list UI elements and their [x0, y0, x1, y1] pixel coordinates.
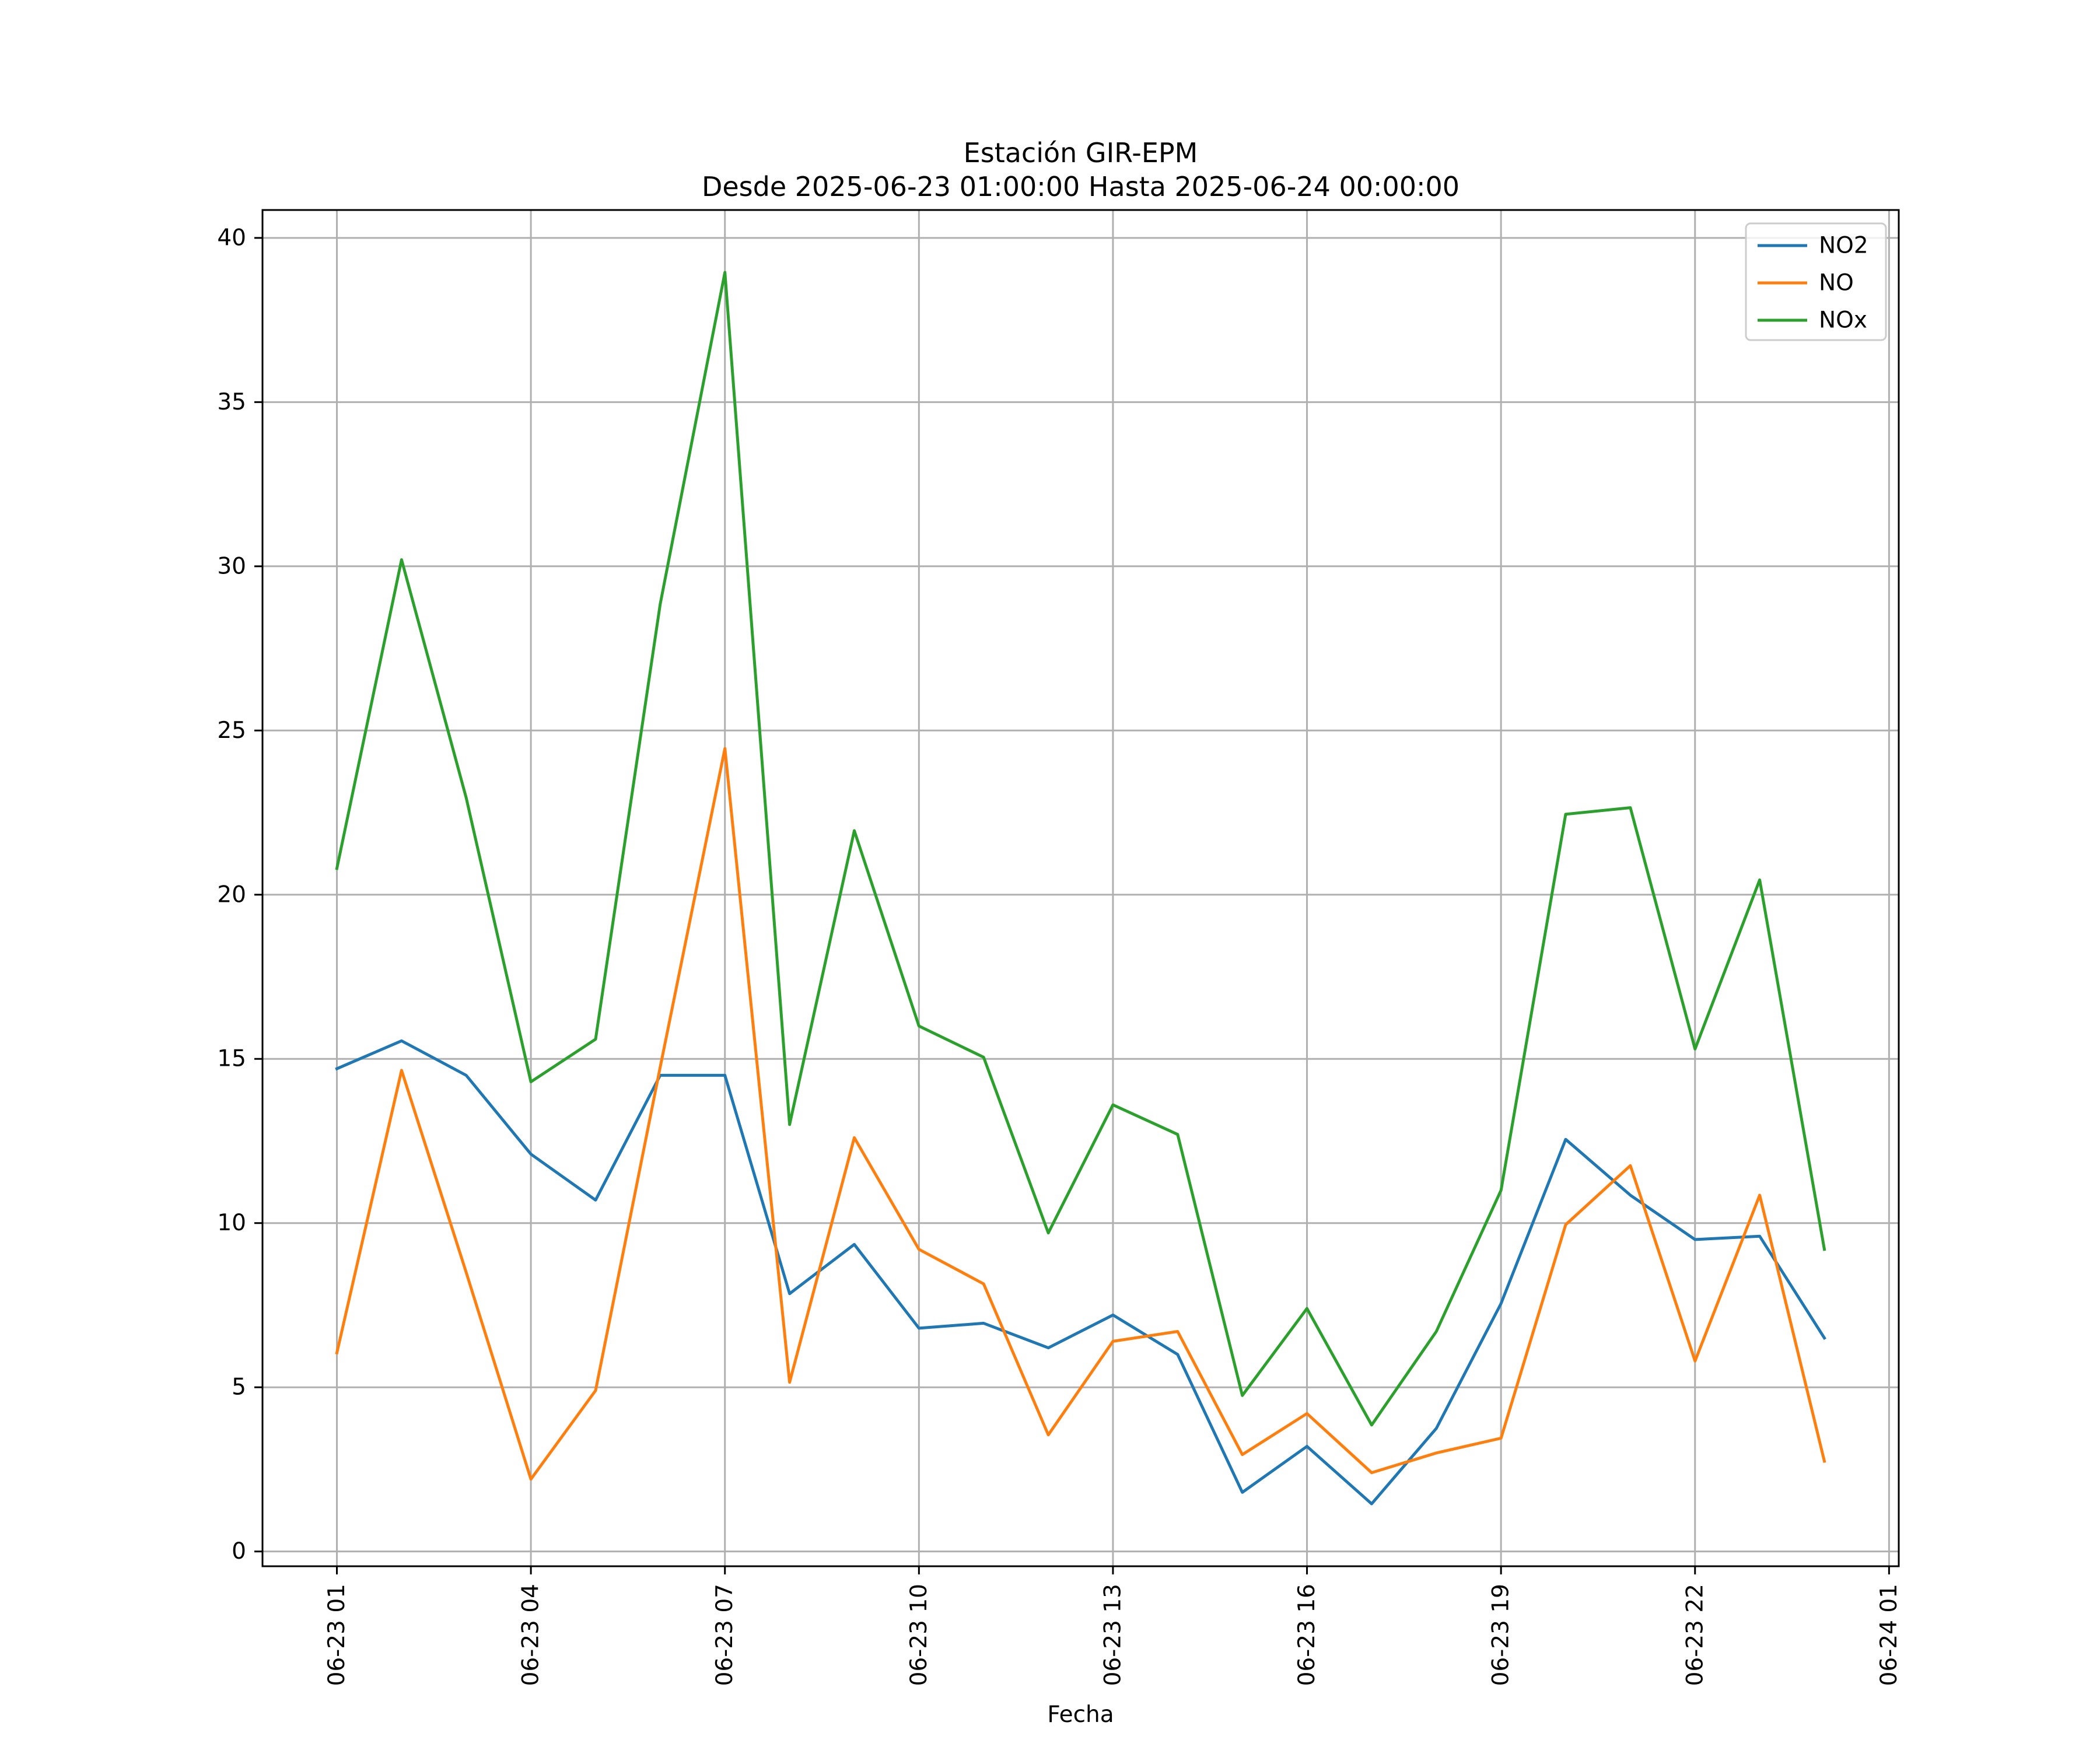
y-tick-label: 40 — [217, 225, 246, 251]
x-axis-label: Fecha — [1047, 1702, 1114, 1728]
y-tick-label: 25 — [217, 718, 246, 744]
x-tick-label: 06-23 10 — [906, 1584, 932, 1686]
chart-subtitle: Desde 2025-06-23 01:00:00 Hasta 2025-06-… — [702, 171, 1460, 202]
legend-label-nox: NOx — [1819, 307, 1867, 334]
x-tick-label: 06-23 22 — [1682, 1584, 1708, 1686]
x-tick-label: 06-23 13 — [1100, 1584, 1126, 1686]
grid — [262, 210, 1899, 1566]
y-tick-label: 15 — [217, 1046, 246, 1072]
y-tick-label: 30 — [217, 553, 246, 579]
y-tick-label: 35 — [217, 389, 246, 415]
x-tick-label: 06-24 01 — [1876, 1584, 1902, 1686]
y-tick-label: 20 — [217, 881, 246, 908]
x-tick-label: 06-23 01 — [324, 1584, 350, 1686]
legend: NO2 NO NOx — [1745, 222, 1887, 341]
series-line-no — [335, 747, 1826, 1481]
chart-title: Estación GIR-EPM — [964, 137, 1198, 169]
x-tick-label: 06-23 19 — [1488, 1584, 1514, 1686]
legend-box — [1745, 222, 1887, 341]
x-tick-label: 06-23 04 — [518, 1584, 544, 1686]
series-line-nox — [335, 271, 1826, 1427]
series-line-no2 — [335, 1039, 1826, 1506]
y-tick-label: 5 — [232, 1374, 246, 1401]
legend-label-no: NO — [1819, 270, 1854, 296]
plot-frame — [261, 209, 1900, 1567]
axis-ticks: 06-23 01 06-23 04 06-23 07 06-23 10 06-23 13… — [217, 225, 1902, 1686]
series-lines — [335, 271, 1826, 1506]
legend-label-no2: NO2 — [1819, 233, 1868, 259]
x-tick-label: 06-23 16 — [1294, 1584, 1320, 1686]
y-tick-label: 0 — [232, 1538, 246, 1564]
x-tick-label: 06-23 07 — [712, 1584, 738, 1686]
y-tick-label: 10 — [217, 1210, 246, 1236]
